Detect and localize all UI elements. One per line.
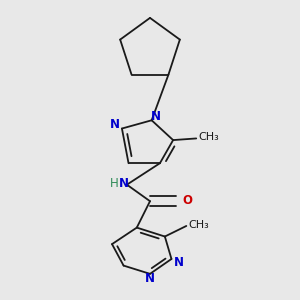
Text: N: N: [151, 110, 161, 123]
Text: CH₃: CH₃: [188, 220, 209, 230]
Text: N: N: [145, 272, 155, 285]
Text: N: N: [119, 177, 129, 190]
Text: H: H: [110, 177, 118, 190]
Text: N: N: [110, 118, 120, 131]
Text: CH₃: CH₃: [198, 132, 219, 142]
Text: O: O: [182, 194, 192, 207]
Text: N: N: [174, 256, 184, 269]
